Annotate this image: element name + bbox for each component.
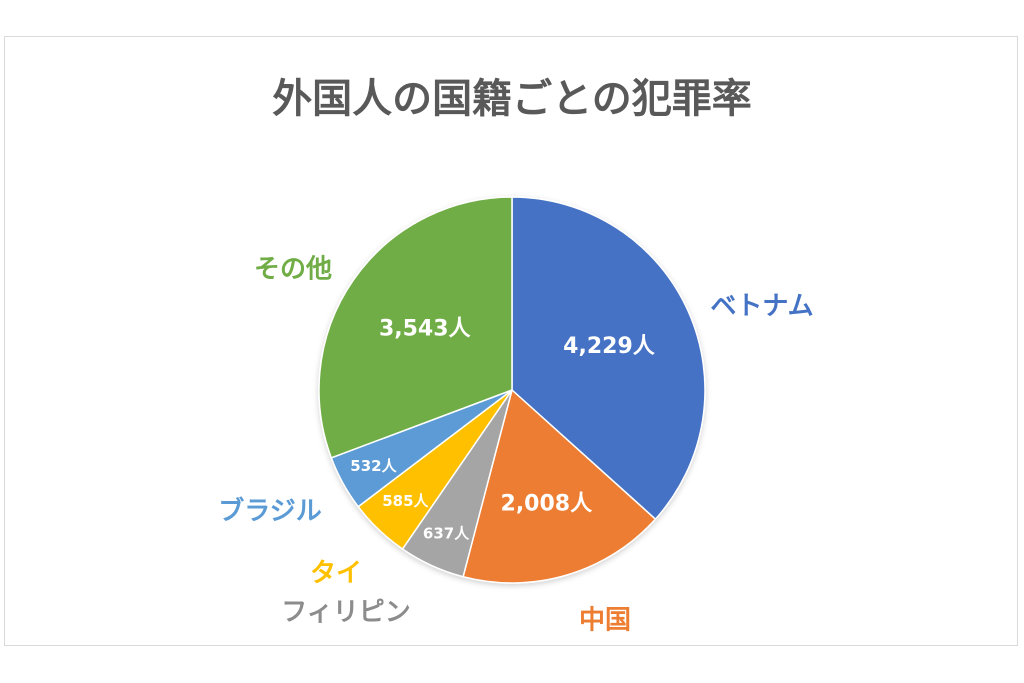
category-label-vietnam: ベトナム <box>710 292 813 322</box>
value-label-vietnam: 4,229人 <box>563 334 655 359</box>
category-label-other: その他 <box>254 255 332 285</box>
pie-slice-other <box>318 196 513 459</box>
value-label-china: 2,008人 <box>501 492 593 517</box>
value-label-other: 3,543人 <box>379 317 471 342</box>
pie-slice-china <box>462 388 657 584</box>
value-labels: 4,229人 2,008人 637人 585人 532人 3,543人 <box>350 317 654 543</box>
value-label-philippines: 637人 <box>423 524 470 542</box>
value-label-brazil: 532人 <box>350 457 397 475</box>
value-label-thailand: 585人 <box>382 492 429 510</box>
category-label-china: 中国 <box>579 606 631 636</box>
category-label-thailand: タイ <box>310 559 362 589</box>
category-label-philippines: フィリピン <box>281 598 410 628</box>
pie-slice-vietnam <box>511 196 706 521</box>
category-label-brazil: ブラジル <box>218 496 321 527</box>
pie-slices <box>318 196 706 584</box>
chart-title: 外国人の国籍ごとの犯罪率 <box>272 76 752 122</box>
